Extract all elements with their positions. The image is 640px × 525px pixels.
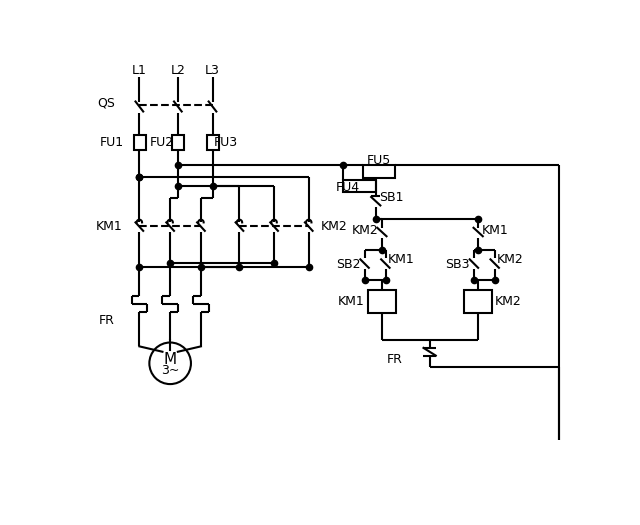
Bar	[172, 134, 184, 150]
Text: FU4: FU4	[335, 181, 360, 194]
Text: KM2: KM2	[320, 220, 347, 233]
Text: QS: QS	[97, 97, 115, 110]
Text: L1: L1	[132, 64, 147, 77]
Bar	[134, 134, 145, 150]
Text: SB3: SB3	[445, 258, 470, 271]
Bar	[368, 290, 396, 313]
Text: FU2: FU2	[150, 136, 174, 149]
Text: KM1: KM1	[338, 295, 365, 308]
Text: L2: L2	[170, 64, 186, 77]
Text: FR: FR	[387, 353, 403, 366]
Bar	[207, 134, 219, 150]
Text: FR: FR	[99, 314, 115, 328]
Bar	[344, 180, 376, 192]
Text: FU5: FU5	[367, 153, 391, 166]
Text: KM2: KM2	[497, 253, 524, 266]
Bar	[464, 290, 492, 313]
Text: KM1: KM1	[95, 220, 122, 233]
Text: SB1: SB1	[379, 191, 403, 204]
Text: KM2: KM2	[495, 295, 522, 308]
Text: FU1: FU1	[100, 136, 124, 149]
Text: M: M	[164, 352, 177, 367]
Text: L3: L3	[205, 64, 220, 77]
Circle shape	[149, 342, 191, 384]
Text: KM2: KM2	[351, 224, 378, 237]
Text: FU3: FU3	[214, 136, 238, 149]
Text: SB2: SB2	[336, 258, 360, 271]
Bar	[363, 165, 395, 178]
Text: KM1: KM1	[387, 253, 414, 266]
Text: 3~: 3~	[161, 364, 179, 377]
Text: KM1: KM1	[482, 224, 509, 237]
